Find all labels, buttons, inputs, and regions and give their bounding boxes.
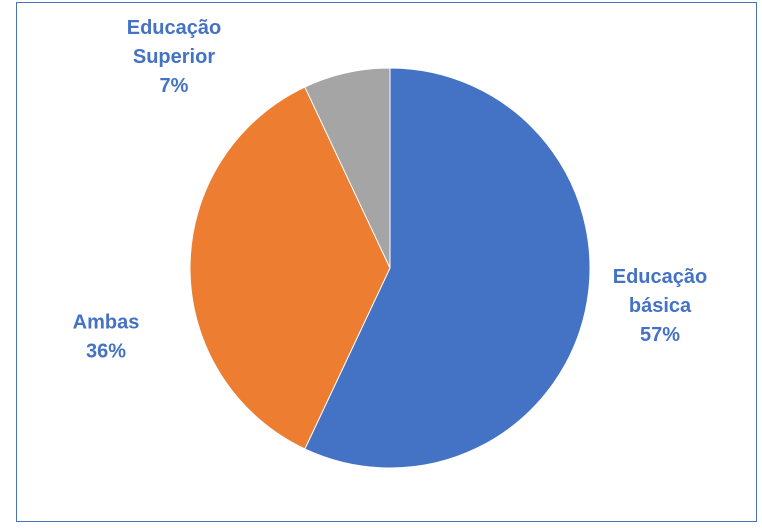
slice-percent-label: 57% [640,324,680,346]
slice-name-label: Superior [133,46,215,68]
pie-slice-2 [304,67,391,269]
pie-slice-0 [304,67,591,469]
slice-label-0: Educação básica 57% [613,266,707,346]
slice-name-label: Ambas [73,312,140,334]
slice-percent-label: 7% [160,75,189,97]
slice-label-1: Ambas 36% [73,312,140,363]
slice-label-2: Educação Superior 7% [127,17,221,97]
slice-name-label: Educação [127,17,221,39]
pie-slice-1 [189,86,391,450]
slice-name-label: Educação [613,266,707,288]
slice-name-label: básica [629,295,692,317]
slice-percent-label: 36% [86,341,126,363]
slice-labels: Educação básica 57% Ambas 36% Educação Superio… [73,17,708,363]
pie-slices [189,67,591,469]
